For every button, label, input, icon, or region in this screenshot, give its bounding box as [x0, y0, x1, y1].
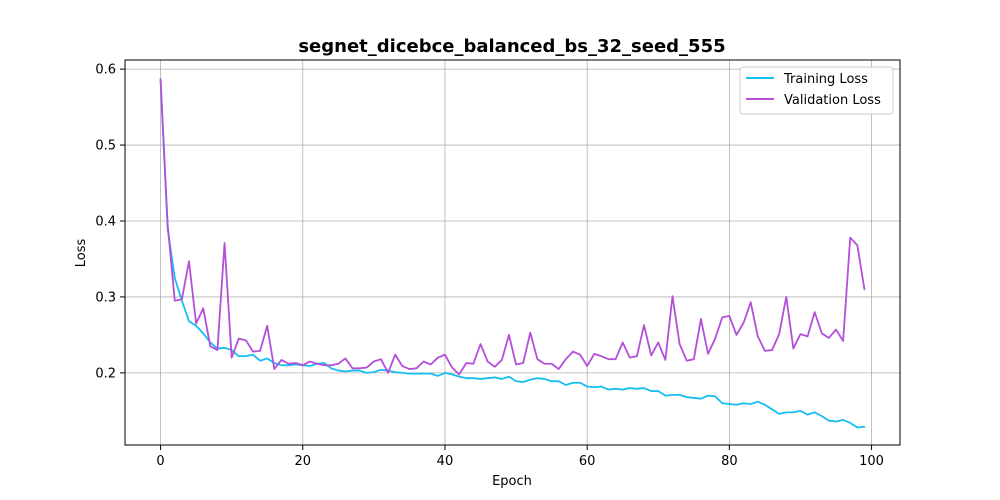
- chart-title: segnet_dicebce_balanced_bs_32_seed_555: [298, 36, 725, 57]
- y-tick-label: 0.3: [95, 290, 116, 305]
- legend-box: [739, 66, 894, 115]
- y-axis-label: Loss: [74, 239, 89, 268]
- x-tick-label: 60: [579, 454, 596, 469]
- y-tick-label: 0.5: [95, 139, 116, 154]
- x-tick-label: 40: [437, 454, 454, 469]
- legend: Training Loss Validation Loss: [739, 66, 894, 115]
- x-tick-label: 80: [721, 454, 738, 469]
- series-line-validation-loss: [159, 78, 866, 376]
- plot-frame: [124, 59, 901, 446]
- x-tick-label: 20: [294, 454, 311, 469]
- ticks: 0 20 40 60 80 100 0.2 0.3 0.4 0.5 0.6: [95, 63, 884, 469]
- legend-label-validation: Validation Loss: [784, 93, 881, 108]
- series-layer: [159, 78, 866, 429]
- x-tick-label: 100: [859, 454, 884, 469]
- x-axis-label: Epoch: [492, 474, 532, 489]
- y-tick-label: 0.6: [95, 63, 116, 78]
- legend-label-training: Training Loss: [783, 72, 868, 87]
- x-tick-label: 0: [156, 454, 164, 469]
- y-tick-label: 0.2: [95, 366, 116, 381]
- y-tick-label: 0.4: [95, 214, 116, 229]
